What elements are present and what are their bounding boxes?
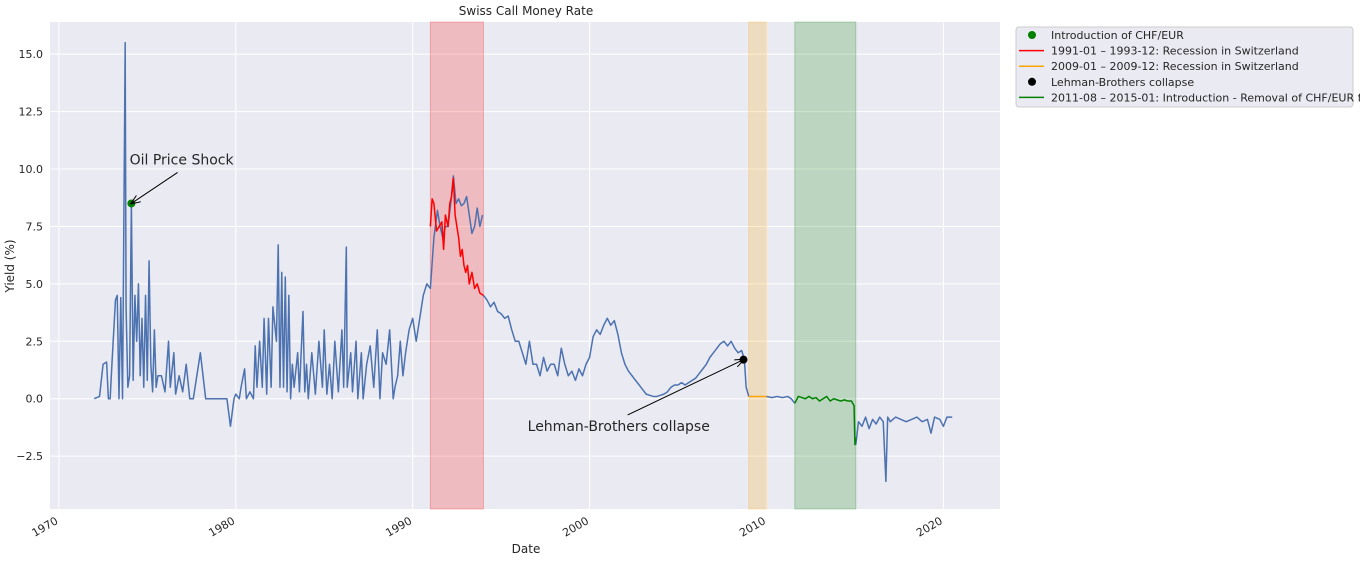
- shaded-region: [429, 21, 484, 510]
- shaded-regions: [429, 21, 857, 510]
- chart-title: Swiss Call Money Rate: [459, 4, 593, 18]
- y-tick-label: 5.0: [26, 278, 44, 291]
- annotations: Oil Price Shock Lehman-Brothers collapse: [130, 152, 744, 435]
- series-lines: [93, 41, 953, 483]
- series-line: [429, 177, 484, 296]
- x-tick-label: 2010: [737, 514, 768, 539]
- series-line: [794, 395, 857, 446]
- annotation-label: Lehman-Brothers collapse: [528, 419, 710, 435]
- annotation-label: Oil Price Shock: [130, 152, 235, 168]
- x-axis-label: Date: [512, 542, 541, 556]
- x-tick-label: 1990: [383, 514, 414, 539]
- x-tick-label: 2020: [914, 514, 945, 539]
- shaded-region: [794, 21, 857, 510]
- y-axis-label: Yield (%): [3, 239, 17, 293]
- y-tick-label: 10.0: [19, 163, 44, 176]
- plot-background: [50, 22, 1000, 509]
- shaded-region: [748, 21, 767, 510]
- annotation-arrow: [131, 172, 178, 203]
- legend-entry-label: 1991-01 – 1993-12: Recession in Switzerl…: [1051, 45, 1299, 58]
- x-tick-label: 2000: [560, 514, 591, 539]
- x-tick-label: 1980: [207, 514, 238, 539]
- y-tick-label: 7.5: [26, 220, 44, 233]
- legend-frame: [1015, 26, 1354, 108]
- x-tick-label: 1970: [30, 514, 61, 539]
- series-line: [482, 294, 750, 398]
- y-tick-label: 0.0: [26, 393, 44, 406]
- y-tick-label: −2.5: [16, 450, 43, 463]
- series-line: [855, 416, 953, 483]
- series-line: [766, 395, 796, 404]
- series-line: [93, 41, 484, 428]
- legend-entry-label: 2011-08 – 2015-01: Introduction - Remova…: [1051, 91, 1360, 104]
- annotation-arrow: [627, 360, 744, 416]
- legend-entry-label: Introduction of CHF/EUR: [1051, 29, 1184, 42]
- legend-entry-label: 2009-01 – 2009-12: Recession in Switzerl…: [1051, 60, 1299, 73]
- y-tick-label: 15.0: [19, 48, 44, 61]
- legend-marker: [1028, 31, 1036, 39]
- legend: Introduction of CHF/EUR 1991-01 – 1993-12…: [1015, 26, 1360, 108]
- legend-entry-label: Lehman-Brothers collapse: [1051, 76, 1194, 89]
- legend-marker: [1028, 77, 1036, 86]
- y-tick-label: 12.5: [19, 106, 44, 119]
- y-tick-label: 2.5: [26, 335, 44, 348]
